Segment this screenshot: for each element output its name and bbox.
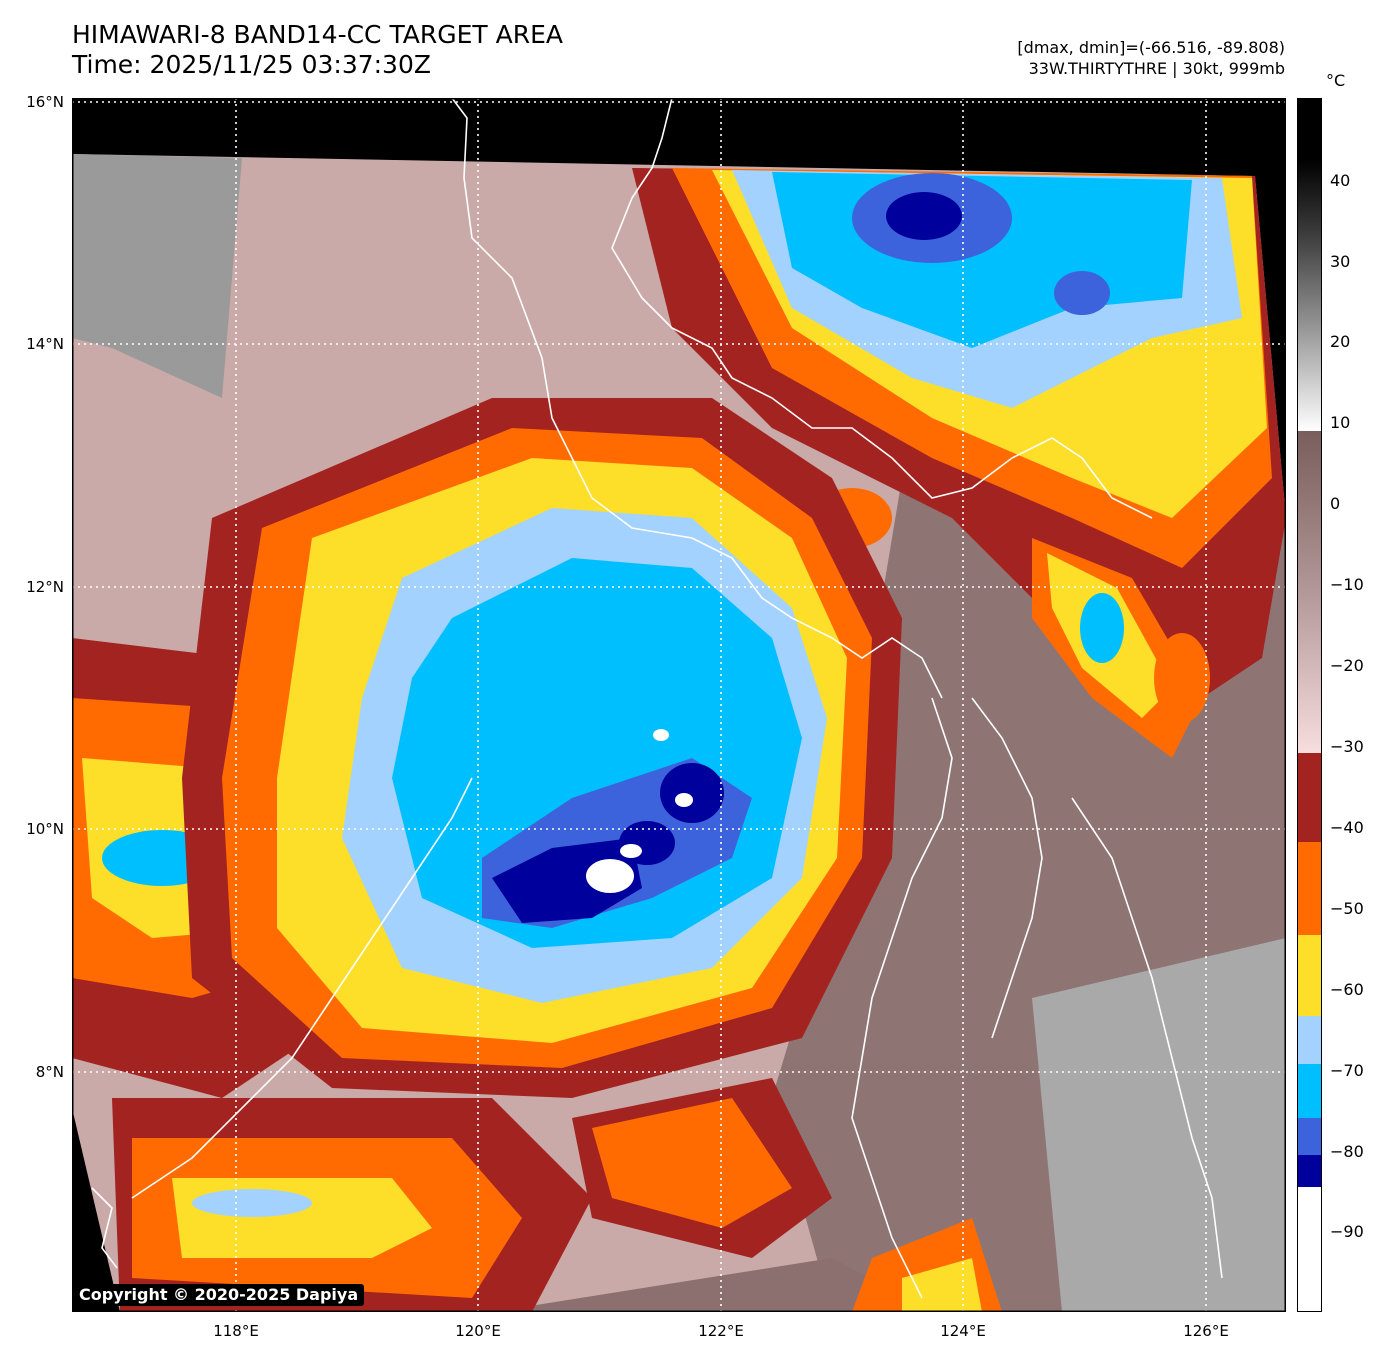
colorbar-tick-30: 30 (1330, 252, 1351, 271)
lat-label-10: 10°N (26, 820, 64, 838)
cdo-deep-core-1 (492, 838, 642, 923)
coastline-cebu (971, 697, 1043, 1039)
colorbar-tick-minus70: −70 (1330, 1061, 1364, 1080)
coastline-borneo (91, 1187, 118, 1269)
title-line: HIMAWARI-8 BAND14-CC TARGET AREA (72, 20, 564, 49)
colorbar (1297, 98, 1322, 1312)
coastline-north-luzon (611, 98, 1153, 519)
colorbar-bin-white (1298, 1187, 1321, 1311)
ne-coldest-cell (886, 192, 962, 240)
colorbar-bin-orange (1298, 842, 1321, 935)
copyright-label: Copyright © 2020-2025 Dapiya (76, 1284, 365, 1306)
colorbar-tick-minus90: −90 (1330, 1222, 1364, 1241)
info-block: [dmax, dmin]=(-66.516, -89.808) 33W.THIR… (1017, 37, 1285, 79)
coldest-top-4 (653, 729, 669, 741)
lon-label-126: 126°E (1183, 1322, 1229, 1340)
coldest-top-2 (620, 844, 642, 858)
colorbar-bin-cyan (1298, 1064, 1321, 1118)
south-cell-yellow (902, 1258, 982, 1312)
colorbar-tick-20: 20 (1330, 332, 1351, 351)
sw-cell-lightblue (192, 1189, 312, 1217)
time-line: Time: 2025/11/25 03:37:30Z (72, 50, 431, 79)
colorbar-tick-minus80: −80 (1330, 1142, 1364, 1161)
lat-label-14: 14°N (26, 335, 64, 353)
lat-label-16: 16°N (26, 93, 64, 111)
coastline-palawan (131, 777, 473, 1199)
satellite-map (72, 98, 1286, 1312)
lon-label-124: 124°E (940, 1322, 986, 1340)
coastline-luzon-mindoro (451, 98, 943, 699)
coldest-top-3 (675, 793, 693, 807)
colorbar-tick-minus40: −40 (1330, 818, 1364, 837)
colorbar-tick-minus60: −60 (1330, 980, 1364, 999)
storm-info-text: 33W.THIRTYTHRE | 30kt, 999mb (1028, 59, 1285, 78)
east-cell-cyan (1080, 593, 1124, 663)
map-frame (72, 98, 1286, 1312)
coldest-top-1 (586, 859, 634, 893)
lat-label-8: 8°N (35, 1063, 64, 1081)
colorbar-tick-minus50: −50 (1330, 899, 1364, 918)
lon-label-122: 122°E (698, 1322, 744, 1340)
colorbar-tick-minus30: −30 (1330, 737, 1364, 756)
colorbar-bin-navy (1298, 1155, 1321, 1187)
lon-label-118: 118°E (213, 1322, 259, 1340)
colorbar-gray-scale (1298, 99, 1321, 431)
colorbar-bin-yellow (1298, 935, 1321, 1016)
coastline-leyte-mindanao (1071, 797, 1223, 1279)
colorbar-tick-10: 10 (1330, 413, 1351, 432)
south-band-orange (592, 1098, 792, 1228)
colorbar-bin-light-blue (1298, 1016, 1321, 1064)
ne-cold-cell-2 (1054, 271, 1110, 315)
coastline-panay-negros (851, 697, 953, 1299)
colorbar-brown-scale (1298, 431, 1321, 753)
colorbar-bin-dark-red (1298, 753, 1321, 842)
warm-surface-south (492, 1258, 932, 1312)
clear-sky-southeast (1032, 938, 1286, 1312)
lon-label-120: 120°E (455, 1322, 501, 1340)
graticule (72, 98, 1286, 1312)
east-cell-2 (1154, 633, 1210, 723)
colorbar-tick-0: 0 (1330, 494, 1341, 513)
colorbar-tick-minus20: −20 (1330, 656, 1364, 675)
coastlines (91, 98, 1223, 1299)
colorbar-tick-40: 40 (1330, 171, 1351, 190)
clear-sky-northwest (72, 154, 242, 398)
sw-band-yellow (172, 1178, 432, 1258)
lat-label-12: 12°N (26, 578, 64, 596)
colorbar-unit: °C (1326, 71, 1346, 90)
cdo-deep-core-2 (619, 821, 675, 865)
cdo-deep-core-3 (660, 763, 724, 823)
colorbar-bin-blue (1298, 1118, 1321, 1155)
chart-title: HIMAWARI-8 BAND14-CC TARGET AREA Time: 2… (72, 20, 563, 80)
colorbar-tick-minus10: −10 (1330, 575, 1364, 594)
dmax-dmin-text: [dmax, dmin]=(-66.516, -89.808) (1017, 38, 1285, 57)
satellite-imagery (72, 98, 1286, 1312)
